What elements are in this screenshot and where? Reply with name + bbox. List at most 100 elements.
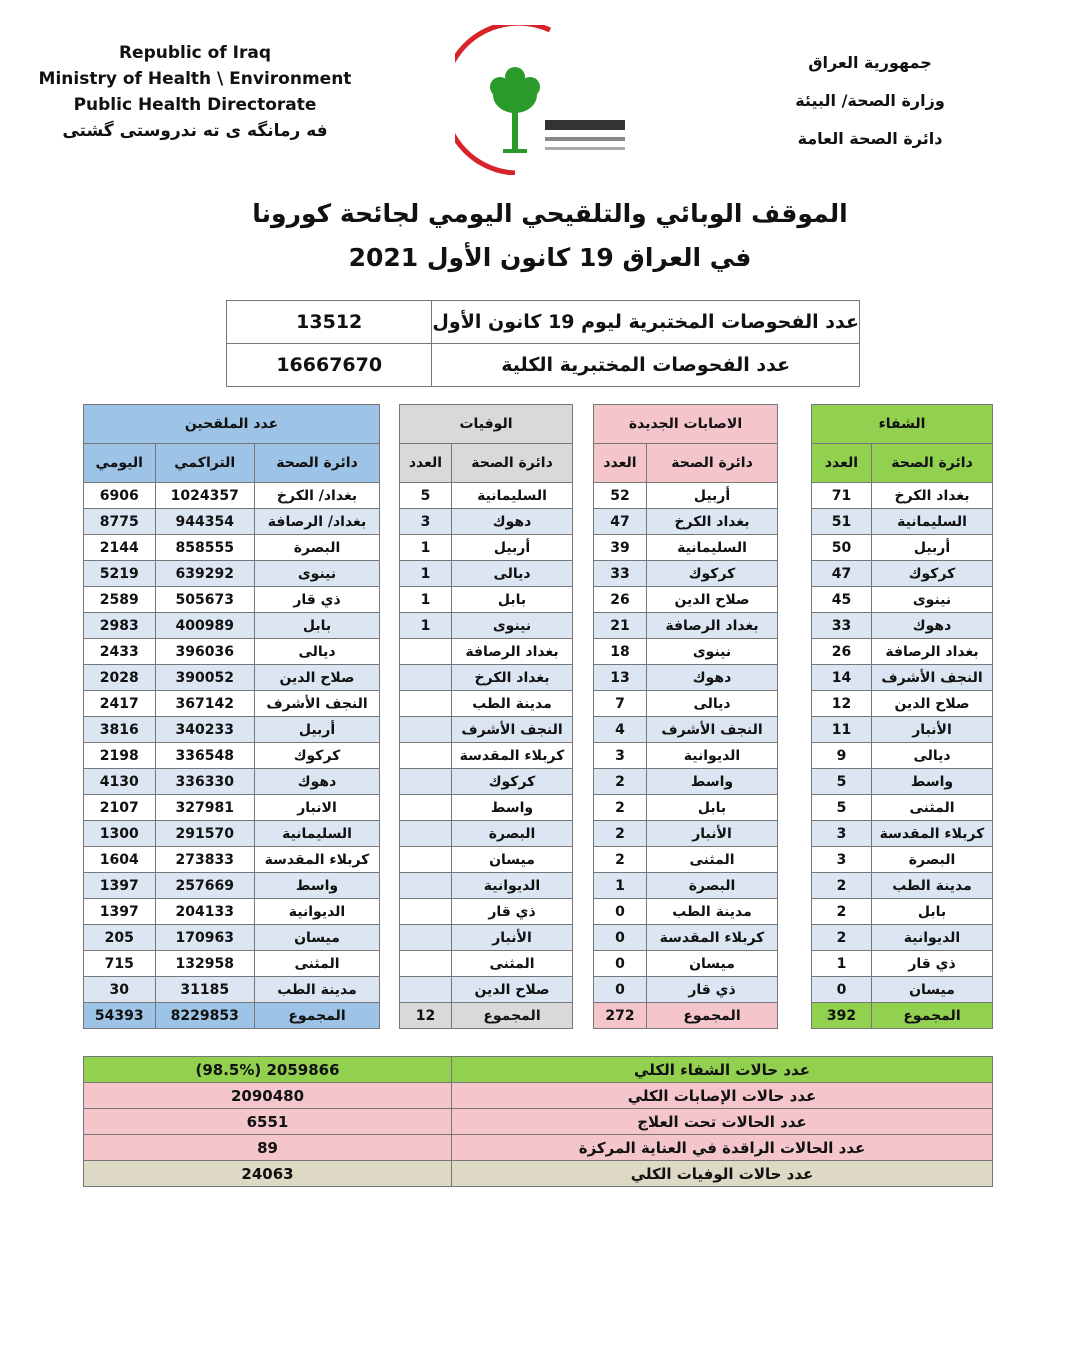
summary-row: عدد حالات الشفاء الكلي (98.5%) 2059866: [83, 1056, 993, 1083]
value-cell: 13: [593, 664, 647, 691]
directorate-cell: دهوك: [451, 508, 573, 535]
value-cell: 0: [811, 976, 872, 1003]
value-cell: [399, 690, 452, 717]
value-cell: 0: [593, 924, 647, 951]
value-cell: 2028: [83, 664, 156, 691]
table-row: مدينة الطب: [399, 690, 573, 717]
table-row: البصرة 3: [811, 846, 993, 873]
value-cell: 50: [811, 534, 872, 561]
table-row: كركوك 336548 2198: [83, 742, 380, 769]
value-cell: 1024357: [154, 482, 255, 509]
value-cell: 30: [83, 976, 156, 1003]
directorate-cell: أربيل: [871, 534, 993, 561]
directorate-cell: المثنى: [451, 950, 573, 977]
directorate-cell: دهوك: [871, 612, 993, 639]
table-row: كربلاء المقدسة: [399, 742, 573, 769]
value-cell: 390052: [154, 664, 255, 691]
column-header: دائرة الصحة: [254, 443, 380, 483]
table-row: صلاح الدين 26: [593, 586, 778, 613]
directorate-cell: بغداد الرصافة: [646, 612, 778, 639]
value-cell: [399, 638, 452, 665]
table-row: كربلاء المقدسة 273833 1604: [83, 846, 380, 873]
directorate-cell: كركوك: [451, 768, 573, 795]
table-row: مدينة الطب 2: [811, 872, 993, 899]
summary-value: 89: [83, 1134, 452, 1161]
table-row: المثنى 132958 715: [83, 950, 380, 977]
table-row: عدد الفحوصات المختبرية الكلية 16667670: [225, 343, 860, 387]
directorate-cell: النجف الأشرف: [451, 716, 573, 743]
value-cell: 47: [593, 508, 647, 535]
table-row: البصرة 1: [593, 872, 778, 899]
value-cell: 327981: [154, 794, 255, 821]
value-cell: 5: [399, 482, 452, 509]
directorate-cell: المثنى: [254, 950, 380, 977]
value-cell: 5219: [83, 560, 156, 587]
table-row: بابل 2: [593, 794, 778, 821]
table-row: بغداد/ الكرخ 1024357 6906: [83, 482, 380, 509]
table-row: ديالى 7: [593, 690, 778, 717]
table-row: النجف الأشرف 4: [593, 716, 778, 743]
directorate-cell: مدينة الطب: [646, 898, 778, 925]
table-row: بابل 400989 2983: [83, 612, 380, 639]
value-cell: 858555: [154, 534, 255, 561]
value-cell: 291570: [154, 820, 255, 847]
directorate-cell: ذي قار: [451, 898, 573, 925]
title-line: الموقف الوبائي والتلقيحي اليومي لجائحة ك…: [252, 199, 848, 228]
value-cell: 45: [811, 586, 872, 613]
total-row: المجموع 392: [811, 1002, 993, 1029]
table-row: الديوانية 2: [811, 924, 993, 951]
value: 16667670: [225, 343, 433, 387]
summary-row: عدد حالات الوفيات الكلي 24063: [83, 1160, 993, 1187]
total-value: 392: [811, 1002, 872, 1029]
total-label: المجموع: [451, 1002, 573, 1029]
value-cell: [399, 872, 452, 899]
value-cell: 505673: [154, 586, 255, 613]
directorate-cell: واسط: [646, 768, 778, 795]
summary-value: 24063: [83, 1160, 452, 1187]
value-cell: 170963: [154, 924, 255, 951]
recoveries-table: الشفاء دائرة الصحة العدد بغداد الكرخ 71 السلي…: [811, 404, 993, 1029]
directorate-cell: كربلاء المقدسة: [451, 742, 573, 769]
value: 13512: [225, 300, 433, 344]
table-row: كركوك 47: [811, 560, 993, 587]
value-cell: 1: [399, 612, 452, 639]
value-cell: 132958: [154, 950, 255, 977]
directorate-cell: نينوى: [871, 586, 993, 613]
value-cell: 257669: [154, 872, 255, 899]
new-cases-table: الاصابات الجديدة دائرة الصحة العدد أربيل 52 ب…: [593, 404, 778, 1029]
header-english: Republic of Iraq Ministry of Health \ En…: [30, 40, 360, 144]
value-cell: [399, 976, 452, 1003]
value-cell: 2589: [83, 586, 156, 613]
table-row: دهوك 336330 4130: [83, 768, 380, 795]
table-row: النجف الأشرف 367142 2417: [83, 690, 380, 717]
column-header-row: دائرة الصحة التراكمي اليومي: [83, 443, 380, 483]
value-cell: 26: [811, 638, 872, 665]
value-cell: 2: [593, 794, 647, 821]
value-cell: 944354: [154, 508, 255, 535]
value-cell: 0: [593, 950, 647, 977]
table-row: بغداد/ الرصافة 944354 8775: [83, 508, 380, 535]
value-cell: 2417: [83, 690, 156, 717]
value-cell: 9: [811, 742, 872, 769]
value-cell: 14: [811, 664, 872, 691]
directorate-cell: صلاح الدين: [254, 664, 380, 691]
table-row: ديالى 396036 2433: [83, 638, 380, 665]
directorate-cell: ميسان: [646, 950, 778, 977]
value-cell: 71: [811, 482, 872, 509]
table-row: بغداد الكرخ 71: [811, 482, 993, 509]
value-cell: 12: [811, 690, 872, 717]
directorate-cell: أربيل: [646, 482, 778, 509]
table-row: ديالى 1: [399, 560, 573, 587]
value-cell: [399, 924, 452, 951]
column-header: دائرة الصحة: [451, 443, 573, 483]
directorate-cell: السليمانية: [871, 508, 993, 535]
header-line: وزارة الصحة/ البيئة: [795, 91, 945, 110]
value-cell: 47: [811, 560, 872, 587]
directorate-cell: البصرة: [254, 534, 380, 561]
value-cell: 340233: [154, 716, 255, 743]
table-title-row: الوفيات: [399, 404, 573, 444]
directorate-cell: بغداد الكرخ: [451, 664, 573, 691]
table-row: ذي قار 505673 2589: [83, 586, 380, 613]
total-label: المجموع: [254, 1002, 380, 1029]
summary-row: عدد حالات الإصابات الكلي 2090480: [83, 1082, 993, 1109]
